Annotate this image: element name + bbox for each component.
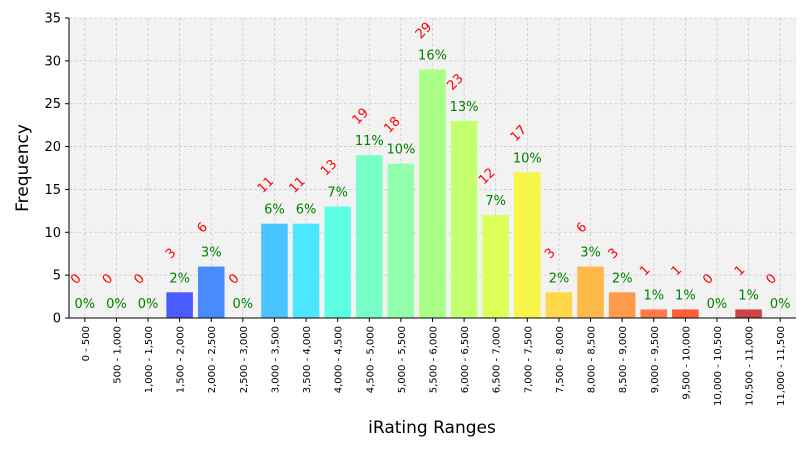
- bar: [324, 206, 351, 318]
- percent-label: 10%: [386, 143, 415, 158]
- bar: [482, 215, 509, 318]
- x-tick-label: 8,500 - 9,000: [618, 326, 629, 393]
- percent-label: 0%: [770, 297, 791, 312]
- x-tick-label: 1,000 - 1,500: [144, 326, 155, 393]
- bar: [640, 309, 668, 318]
- x-tick-label: 3,500 - 4,000: [302, 326, 313, 393]
- percent-label: 0%: [138, 297, 159, 312]
- bar: [735, 309, 762, 318]
- percent-label: 1%: [643, 288, 664, 303]
- x-tick-label: 0 - 500: [81, 326, 92, 361]
- x-tick-label: 2,500 - 3,000: [239, 326, 250, 393]
- percent-label: 2%: [169, 271, 190, 286]
- percent-label: 7%: [327, 186, 348, 201]
- percent-label: 0%: [707, 297, 728, 312]
- x-tick-label: 11,000 - 11,500: [776, 326, 787, 406]
- x-tick-label: 500 - 1,000: [112, 326, 123, 384]
- bar: [514, 172, 541, 318]
- y-axis-title: Frequency: [13, 124, 33, 212]
- y-tick-label: 10: [44, 226, 61, 241]
- y-tick-label: 15: [44, 183, 61, 198]
- percent-label: 7%: [485, 194, 506, 209]
- percent-label: 10%: [513, 151, 542, 166]
- bar: [577, 266, 604, 318]
- y-tick-label: 35: [44, 12, 61, 27]
- x-tick-label: 8,000 - 8,500: [587, 326, 598, 393]
- x-tick-label: 9,000 - 9,500: [650, 326, 661, 393]
- x-tick-label: 6,500 - 7,000: [492, 326, 503, 393]
- percent-label: 6%: [264, 203, 285, 218]
- axis-layer: 0 5 10 15 20 25 30 35 0 - 500 500 - 1,000 1,000 - …: [44, 12, 796, 406]
- x-tick-label: 10,500 - 11,000: [745, 326, 756, 406]
- bars-layer: [166, 69, 762, 318]
- percent-label: 2%: [612, 271, 633, 286]
- x-tick-label: 4,000 - 4,500: [334, 326, 345, 393]
- percent-label: 0%: [106, 297, 127, 312]
- grid-layer: [69, 17, 796, 319]
- x-tick-label: 10,000 - 10,500: [713, 326, 724, 406]
- bar: [545, 292, 573, 318]
- percent-label: 3%: [201, 246, 222, 261]
- x-tick-label: 6,000 - 6,500: [460, 326, 471, 393]
- x-tick-label: 7,000 - 7,500: [523, 326, 534, 393]
- percent-label: 13%: [450, 100, 479, 115]
- percent-label: 11%: [355, 134, 384, 149]
- x-tick-label: 1,500 - 2,000: [176, 326, 187, 393]
- y-tick-label: 25: [44, 97, 61, 112]
- x-tick-label: 5,000 - 5,500: [397, 326, 408, 393]
- x-tick-label: 4,500 - 5,000: [365, 326, 376, 393]
- y-tick-label: 30: [44, 54, 61, 69]
- x-tick-label: 5,500 - 6,000: [429, 326, 440, 393]
- bar: [672, 309, 699, 318]
- percent-label: 6%: [296, 203, 317, 218]
- percent-label: 1%: [675, 288, 696, 303]
- x-tick-label: 9,500 - 10,000: [681, 326, 692, 400]
- percent-label: 3%: [580, 246, 601, 261]
- bar: [166, 292, 193, 318]
- bar: [197, 266, 225, 318]
- percent-label: 1%: [738, 288, 759, 303]
- bar: [608, 292, 636, 318]
- bar: [387, 163, 415, 318]
- percent-label: 2%: [549, 271, 570, 286]
- y-tick-label: 0: [53, 312, 61, 327]
- bar: [450, 120, 478, 318]
- percent-label: 0%: [74, 297, 95, 312]
- bar: [292, 223, 320, 318]
- bar: [261, 223, 288, 318]
- y-tick-label: 5: [53, 269, 61, 284]
- percent-label: 0%: [233, 297, 254, 312]
- x-tick-label: 7,500 - 8,000: [555, 326, 566, 393]
- x-axis-title: iRating Ranges: [368, 418, 496, 438]
- bar: [419, 69, 446, 318]
- x-tick-label: 2,000 - 2,500: [207, 326, 218, 393]
- y-tick-label: 20: [44, 140, 61, 155]
- percent-label: 16%: [418, 48, 447, 63]
- x-tick-label: 3,000 - 3,500: [270, 326, 281, 393]
- bar: [356, 155, 383, 318]
